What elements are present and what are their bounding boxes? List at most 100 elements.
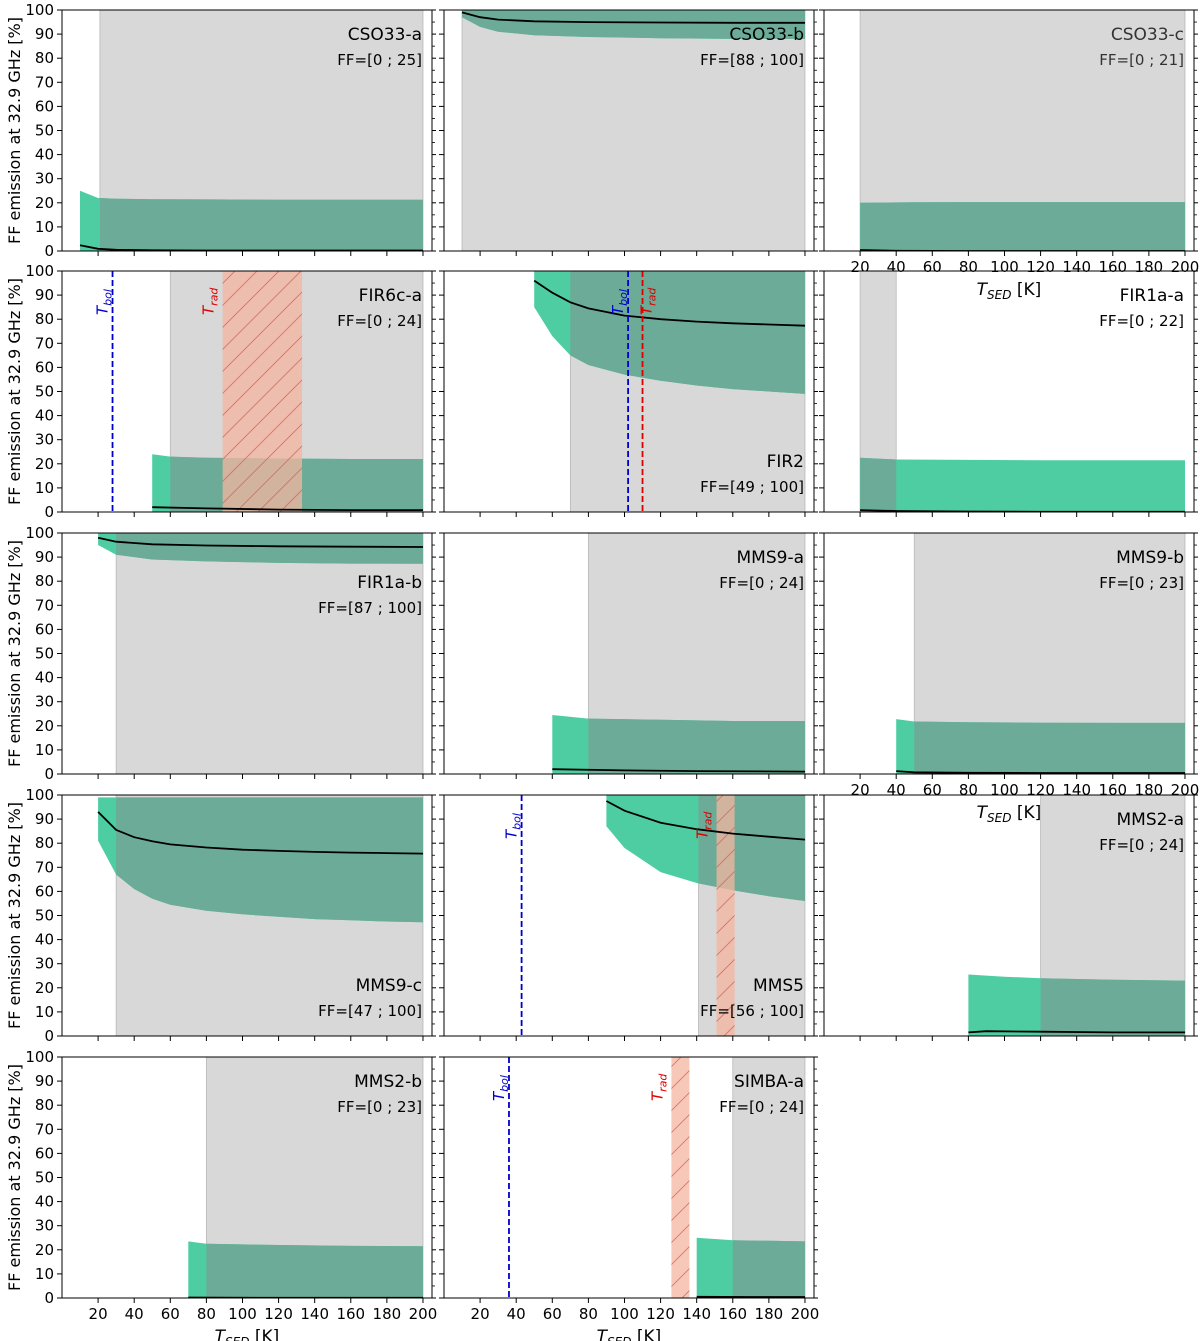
source-name-label: FIR1a-a <box>1120 286 1184 306</box>
ff-range-label: FF=[47 ; 100] <box>318 1002 422 1020</box>
y-tick-label: 10 <box>35 1003 54 1021</box>
x-axis-label-unit: [K] <box>1012 280 1042 300</box>
x-axis-label: TSED [K] <box>977 803 1042 825</box>
plot-area <box>968 795 1186 1036</box>
y-tick-label: 70 <box>35 73 54 91</box>
x-tick-label: 60 <box>923 258 942 276</box>
y-tick-label: 50 <box>35 645 54 663</box>
x-tick-label: 80 <box>197 1305 216 1323</box>
y-tick-label: 40 <box>35 146 54 164</box>
source-name-label: MMS9-c <box>356 976 422 996</box>
y-tick-label: 90 <box>35 810 54 828</box>
x-tick-label: 80 <box>579 1305 598 1323</box>
x-axis-label-unit: [K] <box>632 1327 662 1341</box>
trad-band-hatch <box>222 271 303 512</box>
source-name-label: SIMBA-a <box>734 1072 804 1092</box>
panel-fir1a-a: FIR1a-a FF=[0 ; 22] <box>819 270 1198 517</box>
y-axis-label: FF emission at 32.9 GHz [%] <box>5 540 24 767</box>
x-tick-label: 140 <box>1062 258 1091 276</box>
y-tick-label: 100 <box>25 1048 54 1066</box>
panel-simba-a: Tbol Trad 20 40 60 80 100 120 140 160 180 200 TSED [… <box>439 1056 819 1341</box>
y-tick-label: 70 <box>35 1120 54 1138</box>
median-line <box>896 770 1185 774</box>
y-tick-label: 50 <box>35 907 54 925</box>
x-axis-label: TSED [K] <box>977 280 1042 302</box>
y-tick-label: 90 <box>35 1072 54 1090</box>
x-tick-label: 60 <box>543 1305 562 1323</box>
y-tick-label: 30 <box>35 431 54 449</box>
y-tick-label: 30 <box>35 170 54 188</box>
panel-mms2-a: MMS2-a FF=[0 ; 24] <box>819 794 1198 1041</box>
y-tick-label: 80 <box>35 1096 54 1114</box>
x-tick-label: 80 <box>959 258 978 276</box>
x-tick-label: 20 <box>89 1305 108 1323</box>
x-tick-label: 60 <box>923 781 942 799</box>
plot-area <box>97 795 424 1036</box>
x-tick-label: 40 <box>887 781 906 799</box>
ff-range-label: FF=[0 ; 24] <box>337 312 422 330</box>
y-tick-label: 50 <box>35 122 54 140</box>
y-tick-label: 80 <box>35 834 54 852</box>
y-tick-label: 80 <box>35 49 54 67</box>
y-tick-label: 10 <box>35 1265 54 1283</box>
y-tick-label: 60 <box>35 620 54 638</box>
plot-area <box>79 10 424 251</box>
x-axis-label-sub: SED <box>987 288 1011 302</box>
y-tick-label: 80 <box>35 310 54 328</box>
tbol-label: Tbol <box>490 1075 511 1101</box>
ff-range-label: FF=[0 ; 25] <box>337 51 422 69</box>
y-tick-label: 10 <box>35 218 54 236</box>
y-tick-label: 0 <box>44 1027 54 1045</box>
y-tick-label: 60 <box>35 97 54 115</box>
y-tick-label: 60 <box>35 358 54 376</box>
source-name-label: MMS2-b <box>354 1072 422 1092</box>
plot-area <box>188 1057 424 1298</box>
x-tick-label: 20 <box>471 1305 490 1323</box>
ff-range-label: FF=[87 ; 100] <box>318 599 422 617</box>
y-tick-label: 20 <box>35 717 54 735</box>
x-axis-label-main: T <box>215 1327 227 1341</box>
x-tick-label: 180 <box>755 1305 784 1323</box>
x-tick-label: 180 <box>1135 258 1164 276</box>
y-tick-label: 40 <box>35 407 54 425</box>
ff-band-overlap <box>116 797 423 923</box>
y-tick-label: 100 <box>25 786 54 804</box>
y-tick-label: 40 <box>35 1193 54 1211</box>
tbol-label: Tbol <box>503 813 524 839</box>
source-name-label: CSO33-a <box>348 25 422 45</box>
ff-range-label: FF=[56 ; 100] <box>700 1002 804 1020</box>
plot-area <box>533 271 806 512</box>
tbol-label: Tbol <box>94 289 115 315</box>
ff-band-overlap <box>206 1243 423 1298</box>
ff-band-overlap <box>732 1240 805 1298</box>
y-tick-label: 70 <box>35 596 54 614</box>
x-tick-label: 160 <box>336 1305 365 1323</box>
trad-band-hatch <box>716 795 735 1036</box>
ff-band-overlap <box>99 198 423 251</box>
median-line <box>968 1030 1185 1034</box>
x-tick-label: 100 <box>990 781 1019 799</box>
y-tick-label: 30 <box>35 693 54 711</box>
x-tick-label: 160 <box>718 1305 747 1323</box>
x-tick-label: 120 <box>646 1305 675 1323</box>
ff-range-label: FF=[0 ; 23] <box>1099 574 1184 592</box>
y-tick-label: 20 <box>35 1241 54 1259</box>
plot-area <box>859 10 1186 251</box>
x-tick-label: 200 <box>1171 258 1200 276</box>
y-tick-label: 60 <box>35 1144 54 1162</box>
y-axis-label: FF emission at 32.9 GHz [%] <box>5 1064 24 1291</box>
median-line <box>552 768 806 773</box>
median-line <box>605 800 806 841</box>
x-tick-label: 40 <box>507 1305 526 1323</box>
y-tick-label: 70 <box>35 858 54 876</box>
ff-band-overlap <box>588 718 805 774</box>
source-name-label: CSO33-c <box>1111 25 1184 45</box>
median-line <box>461 11 805 24</box>
x-axis-label-main: T <box>977 803 989 823</box>
plot-area <box>859 271 1185 512</box>
y-axis-label: FF emission at 32.9 GHz [%] <box>5 802 24 1029</box>
ff-range-label: FF=[0 ; 22] <box>1099 312 1184 330</box>
